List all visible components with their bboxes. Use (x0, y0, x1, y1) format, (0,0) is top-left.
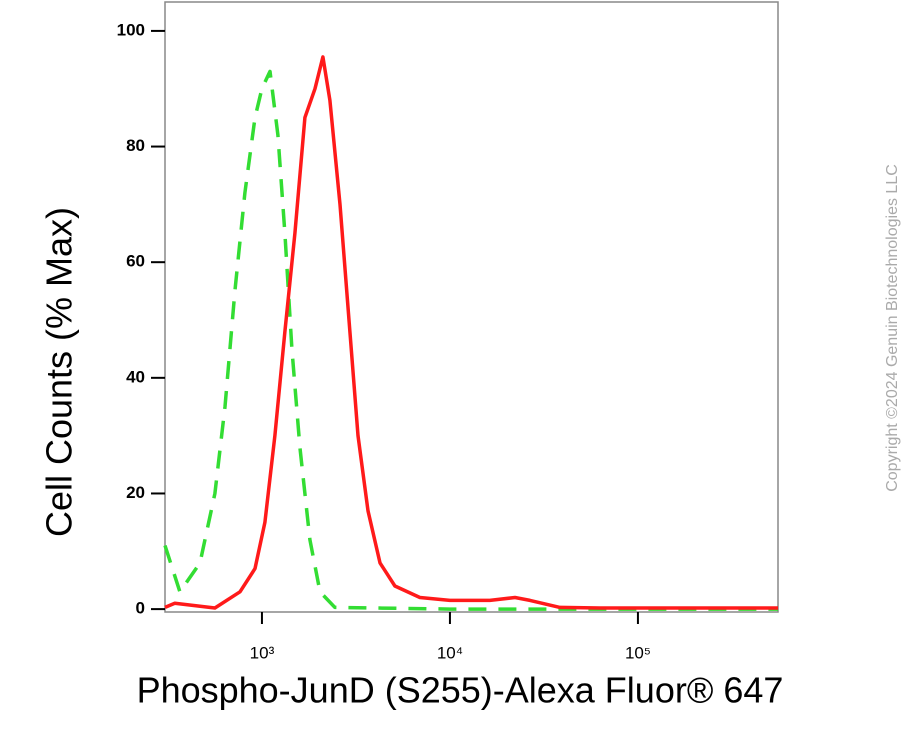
x-tick-label: 10⁴ (437, 643, 463, 662)
histogram-line (163, 69, 778, 611)
x-tick-label: 10⁵ (625, 643, 651, 662)
y-tick-label: 0 (136, 599, 145, 618)
histogram-line (164, 55, 778, 610)
x-axis-label: Phospho-JunD (S255)-Alexa Fluor® 647 (137, 670, 784, 711)
y-tick-label: 60 (126, 252, 145, 271)
x-tick-label: 10³ (250, 643, 275, 662)
watermark: Copyright ©2024 Genuin Biotechnologies L… (884, 164, 901, 492)
y-axis-label: Cell Counts (% Max) (39, 207, 80, 537)
plot-frame (164, 1, 779, 613)
y-tick-label: 100 (117, 20, 145, 39)
y-tick-label: 40 (126, 367, 145, 386)
y-tick-label: 20 (126, 483, 145, 502)
y-tick-label: 80 (126, 136, 145, 155)
